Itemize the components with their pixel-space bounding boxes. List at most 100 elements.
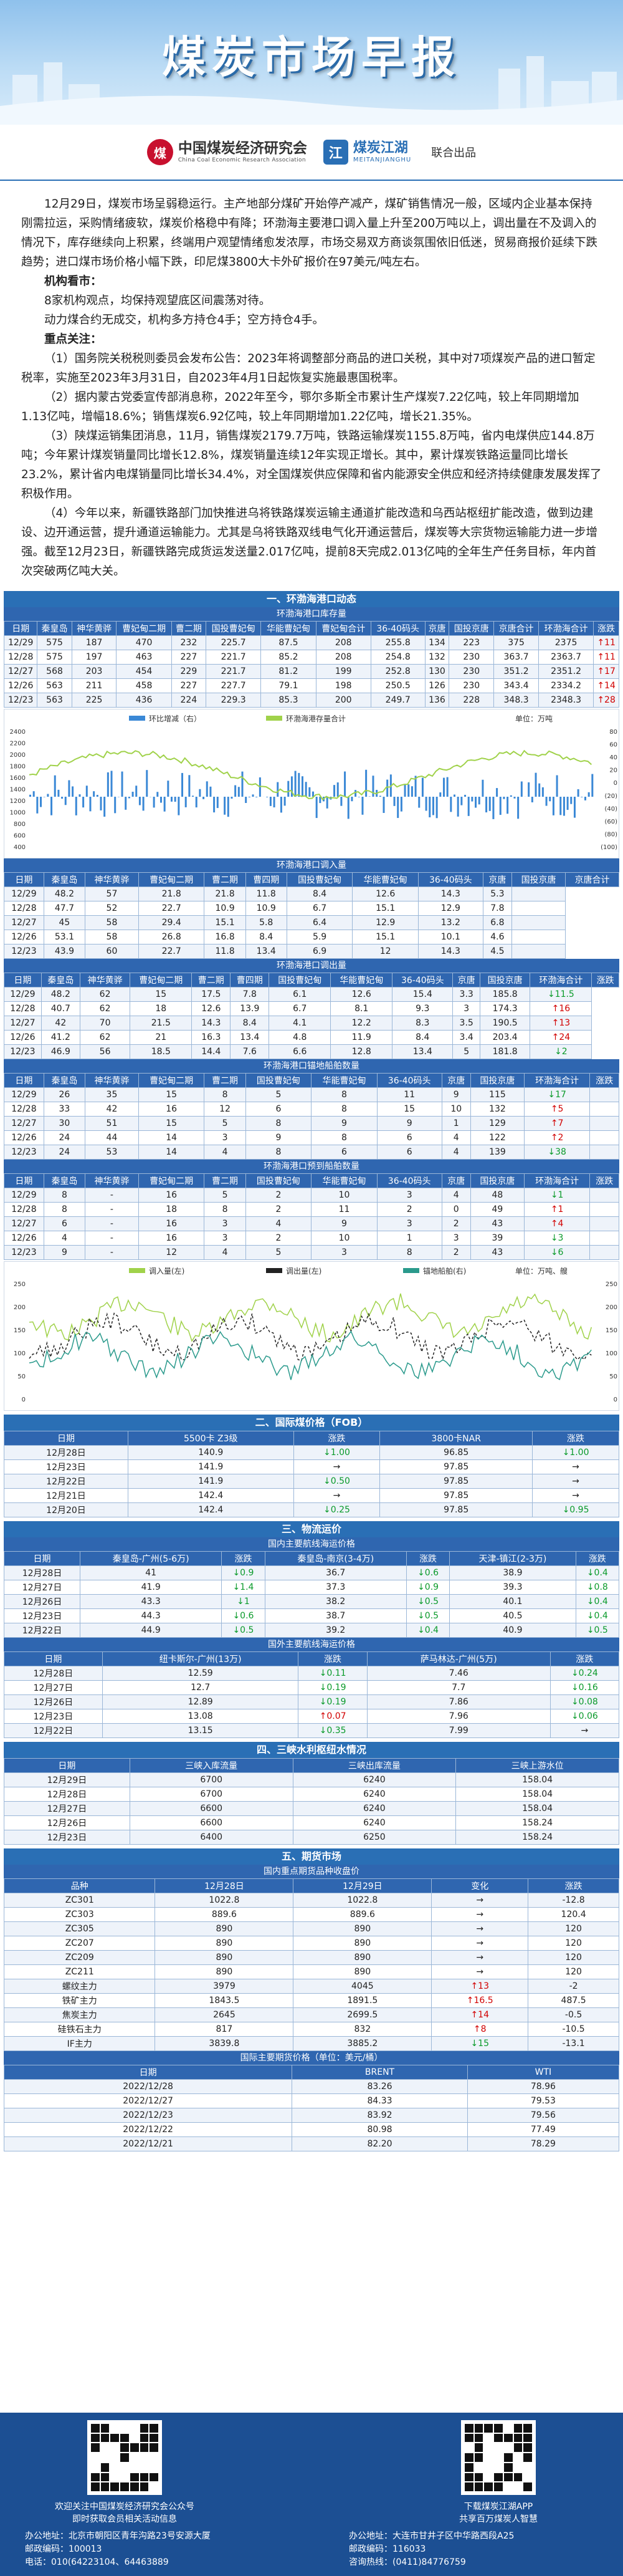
table-cell: 13.4 (245, 944, 287, 959)
table-cell: 890 (293, 1950, 432, 1965)
table-cell: 螺纹主力 (3, 1979, 156, 1994)
table-title: 环渤海港口预到船舶数量 (4, 1160, 619, 1173)
table-cell: ↑1 (523, 1202, 591, 1217)
table-cell: 2022/12/22 (3, 2122, 293, 2137)
bar-mark (454, 794, 455, 797)
three-gorges-table: 日期 三峡入库流量 三峡出库流量 三峡上游水位 12月29日 6700 6240 158.04… (4, 1758, 619, 1845)
bar-mark (351, 797, 353, 802)
table-cell: 470 (116, 635, 172, 650)
app-qr-code[interactable] (461, 2420, 536, 2495)
ccera-name: 中国煤炭经济研究会 (178, 140, 307, 157)
bar-mark (93, 791, 95, 797)
ccera-postcode: 邮政编码：100013 (25, 2544, 102, 2554)
bar-mark (397, 797, 399, 819)
qr-module (523, 2463, 532, 2472)
table-cell: 225.7 (206, 635, 262, 650)
column-header: 秦皇岛-广州(5-6万) (80, 1551, 222, 1566)
bar-mark (89, 797, 92, 812)
table-cell: ↓0.16 (549, 1680, 620, 1695)
table-cell: -0.5 (528, 2007, 619, 2022)
table-title: 环渤海港口调入量 (4, 858, 619, 872)
table-row: 12月29日 6700 6240 158.04 (4, 1772, 619, 1787)
table-cell: 12 (352, 944, 419, 959)
table-cell: 8.4 (245, 930, 287, 944)
table-cell: 12月27日 (3, 1580, 81, 1595)
table-cell (589, 1116, 619, 1131)
qr-module (120, 2473, 129, 2482)
table-cell: 199 (315, 664, 371, 679)
table-cell: 4.1 (269, 1016, 331, 1031)
table-cell: 568 (37, 664, 72, 679)
table-cell: 12/28 (4, 901, 44, 916)
qr-module (494, 2443, 503, 2453)
table-cell: 348.3 (493, 693, 539, 708)
table-cell: 375 (493, 635, 539, 650)
qr-module (523, 2443, 532, 2453)
table-cell: 35 (85, 1087, 139, 1102)
table-cell: 7.86 (366, 1694, 551, 1709)
table-cell: 12月26日 (4, 1815, 130, 1830)
table-cell: 129 (470, 1116, 525, 1131)
column-header: 12月29日 (293, 1878, 432, 1893)
bar-mark (584, 797, 586, 800)
column-header: 36-40码头 (370, 621, 426, 636)
table-cell: 79.56 (467, 2108, 620, 2123)
column-header: 神华黄骅 (79, 973, 131, 988)
table-cell: 48 (470, 1188, 525, 1203)
table-row: 12月28日 140.9 ↓1.00 96.85 ↓1.00 (4, 1445, 619, 1460)
table-cell: ↓2 (530, 1044, 592, 1059)
column-header: 国投曹妃甸 (245, 1173, 312, 1188)
table-cell: 5.8 (245, 915, 287, 930)
bar-mark (457, 797, 459, 817)
table-cell: 12/23 (3, 693, 38, 708)
y-tick-label-right: (60) (604, 819, 617, 825)
column-header: 涨跌 (589, 1173, 619, 1188)
table-cell: 6600 (129, 1815, 293, 1830)
table-cell: 221.7 (206, 664, 262, 679)
table-cell: 198 (315, 678, 371, 693)
column-header: 日期 (3, 1551, 81, 1566)
ccera-logo: 煤 中国煤炭经济研究会 China Coal Economic Research… (146, 139, 307, 165)
table-cell: 3 (452, 1001, 480, 1016)
table-cell: 563 (37, 678, 72, 693)
y-tick-label: 1200 (10, 798, 26, 805)
bar-mark (319, 797, 321, 804)
app-caption-line1: 下载煤炭江湖APP (464, 2502, 533, 2512)
bar-mark (72, 786, 74, 797)
table-row: 12月27日 6600 6240 158.04 (4, 1801, 619, 1816)
wechat-qr-code[interactable] (87, 2420, 162, 2495)
qr-module (484, 2453, 493, 2462)
y-tick-label: 2000 (10, 752, 26, 759)
qr-module (91, 2424, 100, 2433)
table-row: ZC301 1022.8 1022.8 → -12.8 (3, 1893, 619, 1908)
table-cell: ZC207 (3, 1936, 156, 1951)
y-tick-label: 100 (14, 1350, 26, 1357)
table-cell: 3 (204, 1130, 246, 1145)
table-cell: 13.9 (230, 1001, 270, 1016)
table-cell: 2351.2 (538, 664, 594, 679)
table-cell: 2 (376, 1202, 442, 1217)
table-row: 2022/12/23 83.92 79.56 (3, 2108, 620, 2123)
table-cell (511, 930, 566, 944)
chart-svg: 环比增减（右） 环渤海港存量合计 单位：万吨 2400 2200 2000 1800 1600… (10, 714, 618, 851)
table-cell: 230 (449, 650, 495, 665)
column-header: 京唐 (482, 872, 513, 887)
table-cell: 10.9 (245, 901, 287, 916)
qr-module (100, 2433, 110, 2443)
wechat-caption: 欢迎关注中国煤炭经济研究会公众号 即时获取会员相关活动信息 (6, 2500, 243, 2525)
table-cell: 126 (424, 678, 450, 693)
column-header: 京唐合计 (565, 872, 619, 887)
table-cell: ↓0.4 (575, 1565, 620, 1580)
table-cell: 454 (116, 664, 172, 679)
bar-mark (231, 797, 233, 799)
table-cell: 12月28日 (4, 1445, 128, 1460)
bar-mark (75, 797, 77, 815)
bar-mark (414, 776, 417, 797)
qr-module (484, 2443, 493, 2453)
table-cell: 12/27 (4, 1216, 44, 1231)
bar-mark (471, 797, 473, 802)
table-cell: 227.7 (206, 678, 262, 693)
table-cell (589, 1202, 619, 1217)
table-row: 12/27 42 70 21.5 14.3 8.4 4.1 12.2 8.3 3.5 190.5 ↑1… (4, 1016, 619, 1031)
table-cell: 158.24 (455, 1815, 619, 1830)
